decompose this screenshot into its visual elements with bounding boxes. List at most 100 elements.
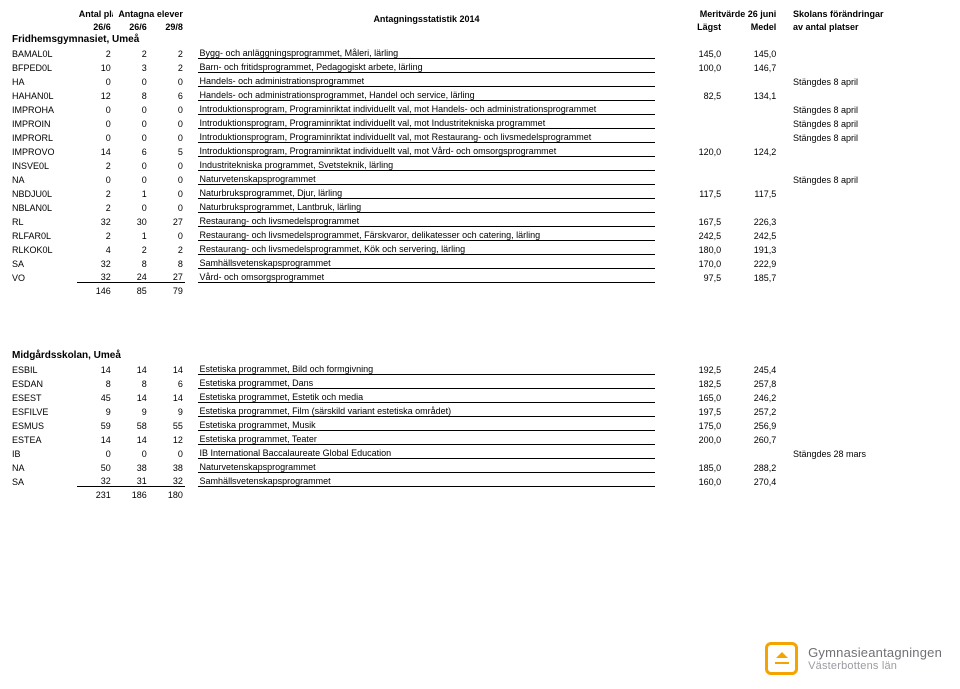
gap — [778, 445, 791, 459]
antal-platser: 2 — [77, 227, 113, 241]
program-desc: IB International Baccalaureate Global Ed… — [198, 445, 656, 459]
antagna-26-6: 0 — [113, 129, 149, 143]
spacer-row — [10, 322, 950, 335]
program-desc: Introduktionsprogram, Programinriktat in… — [198, 115, 656, 129]
antal-platser: 32 — [77, 473, 113, 487]
gap — [185, 459, 198, 473]
program-code: ESMUS — [10, 417, 77, 431]
total-platser: 146 — [77, 283, 113, 297]
gap — [778, 59, 791, 73]
antagna-29-8: 55 — [149, 417, 185, 431]
antagna-26-6: 58 — [113, 417, 149, 431]
gap — [655, 73, 668, 87]
program-code: ESFILVE — [10, 403, 77, 417]
merit-lagst — [668, 445, 723, 459]
merit-medel: 288,2 — [723, 459, 778, 473]
table-row: ESTEA141412Estetiska programmet, Teater2… — [10, 431, 950, 445]
merit-medel: 256,9 — [723, 417, 778, 431]
merit-lagst: 170,0 — [668, 255, 723, 269]
gap — [185, 255, 198, 269]
school-note — [791, 143, 950, 157]
gap — [778, 473, 791, 487]
gap — [778, 459, 791, 473]
antagna-29-8: 0 — [149, 157, 185, 171]
gap — [185, 185, 198, 199]
program-code: BAMAL0L — [10, 45, 77, 59]
program-code: HAHAN0L — [10, 87, 77, 101]
gap — [778, 157, 791, 171]
merit-medel: 185,7 — [723, 269, 778, 283]
merit-medel — [723, 101, 778, 115]
program-desc: Restaurang- och livsmedelsprogrammet — [198, 213, 656, 227]
hdr-26-6b: 26/6 — [113, 19, 149, 32]
table-row: ESEST451414Estetiska programmet, Estetik… — [10, 389, 950, 403]
merit-medel — [723, 445, 778, 459]
antagna-29-8: 27 — [149, 213, 185, 227]
gap — [185, 101, 198, 115]
antagna-26-6: 8 — [113, 87, 149, 101]
school-note: Stängdes 8 april — [791, 73, 950, 87]
gap — [185, 417, 198, 431]
table-row: ESBIL141414Estetiska programmet, Bild oc… — [10, 361, 950, 375]
gap — [778, 269, 791, 283]
program-code: IMPROVO — [10, 143, 77, 157]
school-note — [791, 431, 950, 445]
gap — [778, 241, 791, 255]
gap — [185, 213, 198, 227]
merit-lagst: 182,5 — [668, 375, 723, 389]
merit-lagst: 100,0 — [668, 59, 723, 73]
antagna-29-8: 27 — [149, 269, 185, 283]
antal-platser: 0 — [77, 129, 113, 143]
merit-lagst: 167,5 — [668, 213, 723, 227]
program-code: HA — [10, 73, 77, 87]
program-desc: Restaurang- och livsmedelsprogrammet, Fä… — [198, 227, 656, 241]
antagna-26-6: 2 — [113, 45, 149, 59]
antagna-26-6: 0 — [113, 157, 149, 171]
gap — [655, 459, 668, 473]
school-note — [791, 459, 950, 473]
program-code: VO — [10, 269, 77, 283]
table-row: SA323132Samhällsvetenskapsprogrammet160,… — [10, 473, 950, 487]
merit-medel: 146,7 — [723, 59, 778, 73]
spacer-row — [10, 296, 950, 309]
gap — [778, 45, 791, 59]
gap — [655, 241, 668, 255]
gap — [185, 227, 198, 241]
antal-platser: 32 — [77, 213, 113, 227]
merit-medel: 257,8 — [723, 375, 778, 389]
gap — [778, 171, 791, 185]
table-row: IMPROVO1465Introduktionsprogram, Program… — [10, 143, 950, 157]
gap — [655, 403, 668, 417]
table-row: IMPROIN000Introduktionsprogram, Programi… — [10, 115, 950, 129]
antagna-26-6: 9 — [113, 403, 149, 417]
gap — [185, 143, 198, 157]
merit-lagst — [668, 73, 723, 87]
antagna-29-8: 0 — [149, 115, 185, 129]
merit-medel — [723, 115, 778, 129]
antal-platser: 12 — [77, 87, 113, 101]
school-note — [791, 45, 950, 59]
school-note — [791, 227, 950, 241]
merit-lagst: 120,0 — [668, 143, 723, 157]
hdr-29-8: 29/8 — [149, 19, 185, 32]
antagna-29-8: 0 — [149, 227, 185, 241]
gap — [185, 269, 198, 283]
gap — [778, 375, 791, 389]
table-row: HA000Handels- och administrationsprogram… — [10, 73, 950, 87]
merit-medel: 242,5 — [723, 227, 778, 241]
antal-platser: 9 — [77, 403, 113, 417]
gap — [655, 375, 668, 389]
antagna-29-8: 38 — [149, 459, 185, 473]
school-note — [791, 473, 950, 487]
table-row: NBDJU0L210Naturbruksprogrammet, Djur, lä… — [10, 185, 950, 199]
school-note — [791, 269, 950, 283]
footer-line2: Västerbottens län — [808, 660, 942, 672]
merit-lagst: 180,0 — [668, 241, 723, 255]
gap — [655, 255, 668, 269]
antagna-26-6: 14 — [113, 361, 149, 375]
program-desc: Estetiska programmet, Dans — [198, 375, 656, 389]
program-desc: Introduktionsprogram, Programinriktat in… — [198, 101, 656, 115]
gap — [778, 361, 791, 375]
antagna-26-6: 30 — [113, 213, 149, 227]
program-desc: Naturvetenskapsprogrammet — [198, 459, 656, 473]
